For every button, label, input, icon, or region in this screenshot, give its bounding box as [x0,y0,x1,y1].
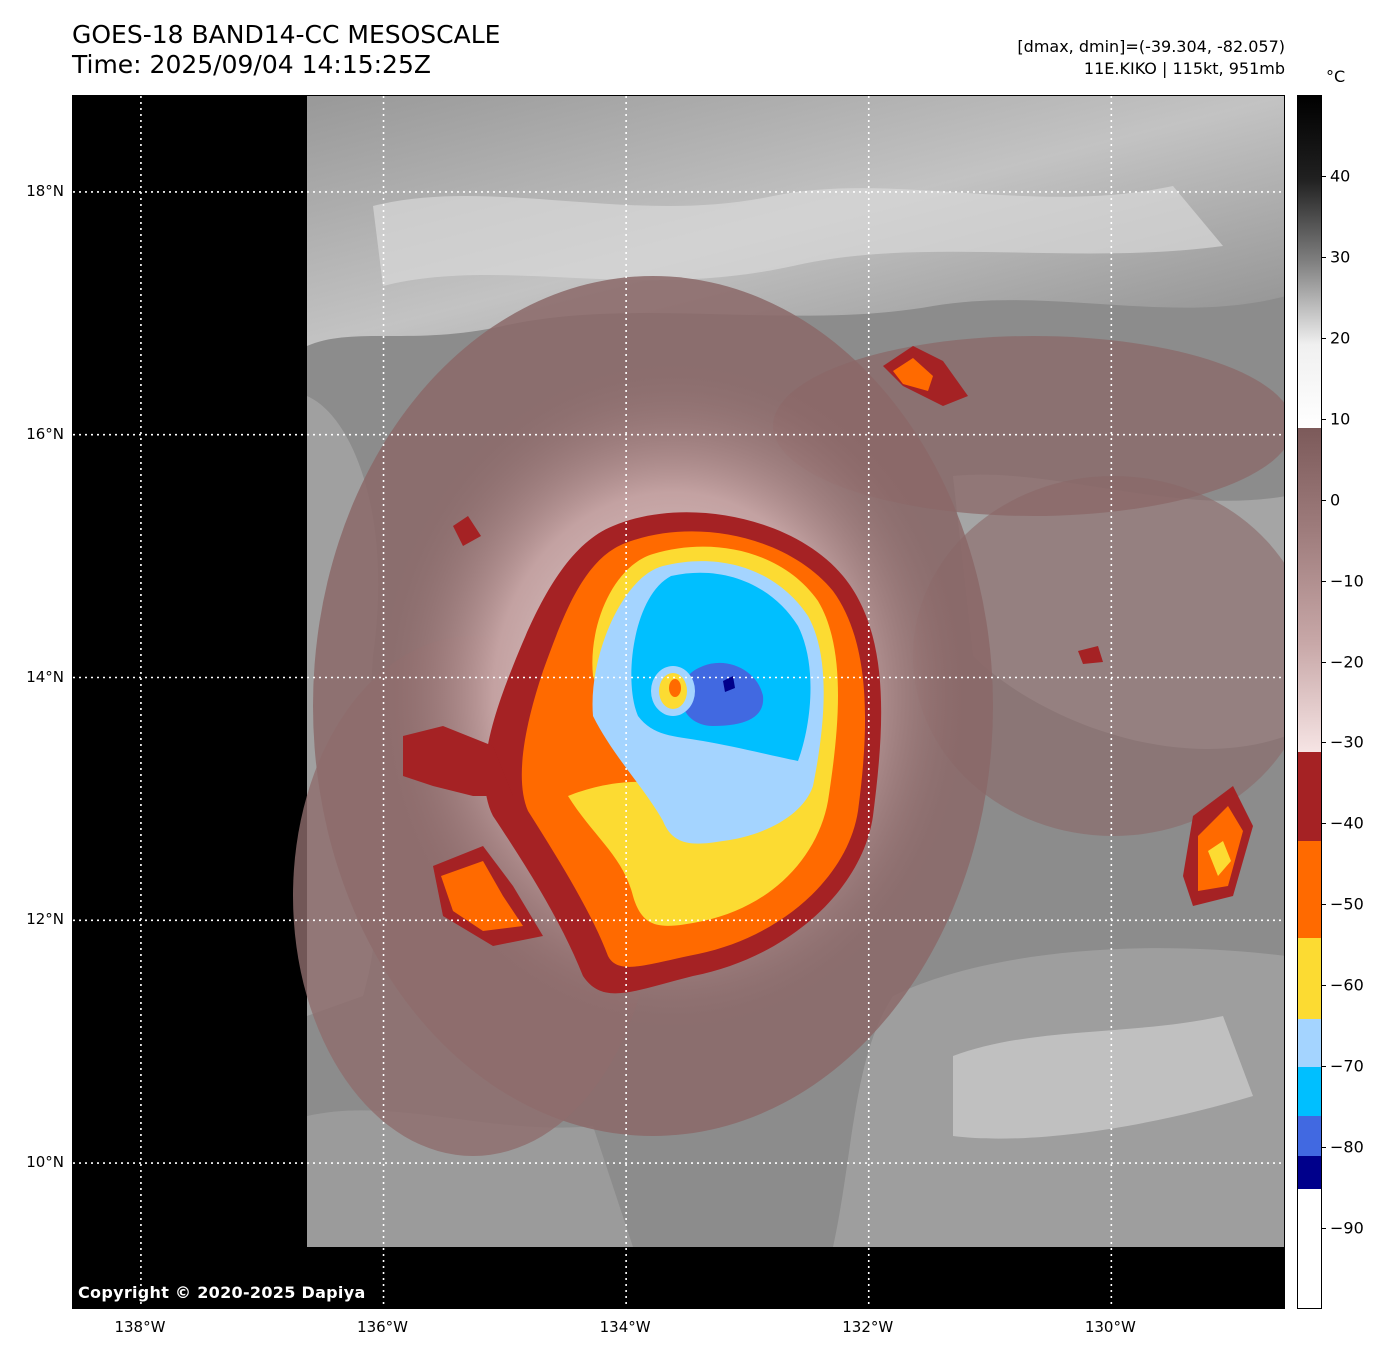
colorbar-tick-mark [1322,985,1326,987]
colorbar-tick-label: −20 [1330,652,1364,672]
stats-readout: [dmax, dmin]=(-39.304, -82.057) [1017,37,1285,56]
colorbar-tick-mark [1322,823,1326,825]
colorbar-tick-mark [1322,1228,1326,1230]
lon-tick-label: 136°W [357,1318,408,1336]
satellite-map: Copyright © 2020-2025 Dapiya [72,95,1285,1309]
colorbar-unit: °C [1326,67,1346,86]
colorbar-tick-label: −80 [1330,1137,1364,1157]
lat-tick-label: 14°N [26,667,64,686]
colorbar-segment [1298,751,1321,842]
colorbar-tick-label: −50 [1330,894,1364,914]
colorbar-tick-mark [1322,742,1326,744]
colorbar-tick-label: −70 [1330,1056,1364,1076]
colorbar-tick-label: −60 [1330,975,1364,995]
lon-tick-label: 134°W [599,1318,651,1336]
colorbar-tick-mark [1322,499,1326,501]
colorbar-tick-mark [1322,175,1326,177]
cdo-royalblue [682,662,764,726]
satellite-imagery [73,96,1284,1308]
colorbar-segment [1298,1018,1321,1068]
colorbar-tick-mark [1322,337,1326,339]
lon-tick-label: 132°W [842,1318,894,1336]
copyright-notice: Copyright © 2020-2025 Dapiya [78,1283,366,1302]
lon-tick-label: 138°W [114,1318,166,1336]
colorbar-segment [1298,427,1321,753]
colorbar-segment [1298,1156,1321,1190]
colorbar-tick-label: 20 [1330,328,1351,348]
colorbar-tick-label: −40 [1330,813,1364,833]
colorbar-segment [1298,937,1321,1020]
storm-info: 11E.KIKO | 115kt, 951mb [1083,59,1285,78]
colorbar-tick-label: 30 [1330,247,1351,267]
colorbar-tick-label: 40 [1330,166,1351,186]
lat-tick-label: 12°N [26,910,64,929]
colorbar-tick-mark [1322,661,1326,663]
colorbar-tick-label: 10 [1330,409,1351,429]
colorbar-tick-mark [1322,1147,1326,1149]
colorbar-segment [1298,1188,1321,1308]
chart-title: GOES-18 BAND14-CC MESOSCALE [72,20,501,49]
colorbar-tick-label: −30 [1330,732,1364,752]
colorbar-tick-mark [1322,418,1326,420]
lat-tick-label: 18°N [26,181,64,200]
colorbar-segment [1298,840,1321,939]
colorbar-tick-mark [1322,580,1326,582]
lat-tick-label: 16°N [26,424,64,443]
colorbar-tick-label: 0 [1330,490,1341,510]
colorbar-tick-mark [1322,904,1326,906]
graticule [73,96,1284,1308]
colorbar-tick-label: −10 [1330,571,1364,591]
colorbar-tick-mark [1322,256,1326,258]
colorbar-segment [1298,1067,1321,1117]
colorbar-segment [1298,1115,1321,1157]
colorbar-tick-label: −90 [1330,1218,1364,1238]
colorbar [1297,95,1322,1309]
lat-tick-label: 10°N [26,1153,64,1172]
timestamp: Time: 2025/09/04 14:15:25Z [72,50,431,79]
colorbar-segment [1298,96,1321,429]
colorbar-tick-mark [1322,1066,1326,1068]
lon-tick-label: 130°W [1084,1318,1136,1336]
